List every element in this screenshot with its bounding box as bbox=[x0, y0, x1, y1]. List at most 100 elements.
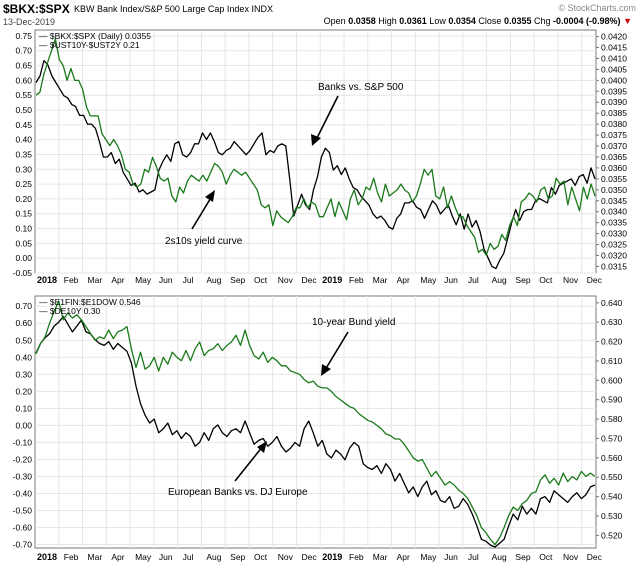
y-right-tick-label: 0.0340 bbox=[601, 207, 627, 217]
x-month-label: Aug bbox=[492, 552, 507, 562]
y-left-tick-label: -0.20 bbox=[13, 454, 33, 464]
legend-entry: — $BKX:$SPX (Daily) 0.0355 bbox=[39, 31, 151, 41]
legend-entry: — $UST10Y-$UST2Y 0.21 bbox=[39, 40, 140, 50]
y-right-tick-label: 0.550 bbox=[601, 472, 623, 482]
y-right-tick-label: 0.620 bbox=[601, 337, 623, 347]
y-right-tick-label: 0.640 bbox=[601, 298, 623, 308]
x-month-label: Nov bbox=[278, 552, 294, 562]
y-right-tick-label: 0.0355 bbox=[601, 174, 627, 184]
x-month-label: Sep bbox=[230, 552, 245, 562]
x-month-label: Apr bbox=[111, 275, 124, 285]
y-right-tick-label: 0.0375 bbox=[601, 130, 627, 140]
chart-header: $BKX:$SPX KBW Bank Index/S&P 500 Large C… bbox=[0, 0, 640, 30]
y-left-tick-label: 0.00 bbox=[15, 420, 32, 430]
y-left-tick-label: 0.20 bbox=[15, 386, 32, 396]
annotation-arrow bbox=[191, 195, 213, 230]
legend-entry: — $DE10Y 0.30 bbox=[39, 306, 101, 316]
y-right-tick-label: 0.610 bbox=[601, 356, 623, 366]
y-right-tick-label: 0.0325 bbox=[601, 240, 627, 250]
y-right-tick-label: 0.0390 bbox=[601, 97, 627, 107]
y-left-tick-label: 0.30 bbox=[15, 164, 32, 174]
annotation-label: European Banks vs. DJ Europe bbox=[168, 487, 308, 498]
x-month-label: Mar bbox=[88, 552, 103, 562]
x-month-label: Apr bbox=[397, 275, 410, 285]
x-month-label: 2018 bbox=[37, 275, 57, 285]
annotation-label: 10-year Bund yield bbox=[312, 317, 395, 328]
low-value: 0.0354 bbox=[448, 16, 476, 26]
x-month-label: Jun bbox=[159, 275, 173, 285]
x-month-label: Nov bbox=[563, 552, 579, 562]
down-arrow-icon: ▼ bbox=[623, 16, 632, 26]
y-right-tick-label: 0.0420 bbox=[601, 32, 627, 42]
x-month-label: Jul bbox=[183, 552, 194, 562]
y-right-tick-label: 0.0400 bbox=[601, 75, 627, 85]
open-value: 0.0358 bbox=[348, 16, 376, 26]
x-month-label: Sep bbox=[515, 552, 530, 562]
close-label: Close bbox=[478, 16, 502, 26]
y-left-tick-label: -0.70 bbox=[13, 540, 33, 550]
y-left-tick-label: 0.40 bbox=[15, 135, 32, 145]
x-month-label: Aug bbox=[206, 275, 221, 285]
y-left-tick-label: 0.70 bbox=[15, 46, 32, 56]
x-month-label: May bbox=[420, 552, 437, 562]
y-left-tick-label: 0.10 bbox=[15, 224, 32, 234]
y-right-tick-label: 0.0330 bbox=[601, 229, 627, 239]
y-right-tick-label: 0.600 bbox=[601, 375, 623, 385]
x-month-label: Oct bbox=[254, 275, 268, 285]
chg-value: -0.0004 (-0.98%) bbox=[553, 16, 621, 26]
x-month-label: 2018 bbox=[37, 552, 57, 562]
x-month-label: Dec bbox=[587, 275, 603, 285]
y-left-tick-label: 0.40 bbox=[15, 352, 32, 362]
x-month-label: Dec bbox=[301, 275, 317, 285]
plot-frame bbox=[34, 295, 597, 549]
y-left-tick-label: -0.05 bbox=[13, 268, 33, 278]
y-right-tick-label: 0.0415 bbox=[601, 43, 627, 53]
arrowhead-icon bbox=[205, 190, 215, 202]
open-label: Open bbox=[323, 16, 346, 26]
y-left-tick-label: -0.40 bbox=[13, 489, 33, 499]
y-left-tick-label: 0.00 bbox=[15, 253, 32, 263]
y-right-tick-label: 0.570 bbox=[601, 433, 623, 443]
x-month-label: Nov bbox=[563, 275, 579, 285]
x-month-label: Jul bbox=[468, 552, 479, 562]
y-left-tick-label: 0.10 bbox=[15, 403, 32, 413]
x-month-label: Feb bbox=[349, 275, 364, 285]
ohlc-readout: Open 0.0358 High 0.0361 Low 0.0354 Close… bbox=[324, 16, 632, 26]
chart-date: 13-Dec-2019 bbox=[3, 17, 56, 27]
y-right-tick-label: 0.0380 bbox=[601, 119, 627, 129]
y-right-tick-label: 0.580 bbox=[601, 414, 623, 424]
y-left-tick-label: 0.35 bbox=[15, 149, 32, 159]
x-month-label: Mar bbox=[88, 275, 103, 285]
arrowhead-icon bbox=[311, 134, 321, 146]
x-month-label: May bbox=[135, 275, 152, 285]
y-right-tick-label: 0.0345 bbox=[601, 196, 627, 206]
x-month-label: Nov bbox=[278, 275, 294, 285]
series-line--bkx-spx bbox=[35, 59, 596, 270]
y-left-tick-label: 0.75 bbox=[15, 31, 32, 41]
y-right-tick-label: 0.0350 bbox=[601, 185, 627, 195]
x-month-label: Oct bbox=[539, 275, 553, 285]
annotation-label: 2s10s yield curve bbox=[165, 236, 243, 247]
annotation-arrow bbox=[234, 445, 264, 482]
x-month-label: Mar bbox=[373, 275, 388, 285]
y-right-tick-label: 0.0405 bbox=[601, 64, 627, 74]
y-right-tick-label: 0.630 bbox=[601, 317, 623, 327]
y-right-tick-label: 0.0365 bbox=[601, 152, 627, 162]
y-right-tick-label: 0.590 bbox=[601, 395, 623, 405]
x-month-label: Aug bbox=[206, 552, 221, 562]
series-line--e1fin-e1dow bbox=[35, 315, 596, 548]
y-left-tick-label: 0.05 bbox=[15, 238, 32, 248]
legend-entry: — $E1FIN:$E1DOW 0.546 bbox=[39, 297, 141, 307]
y-right-tick-label: 0.0320 bbox=[601, 250, 627, 260]
high-label: High bbox=[378, 16, 397, 26]
x-month-label: May bbox=[135, 552, 152, 562]
x-month-label: Sep bbox=[515, 275, 530, 285]
x-month-label: Jun bbox=[159, 552, 173, 562]
y-left-tick-label: 0.30 bbox=[15, 369, 32, 379]
y-right-tick-label: 0.560 bbox=[601, 453, 623, 463]
x-month-label: Dec bbox=[587, 552, 603, 562]
x-month-label: Jun bbox=[444, 275, 458, 285]
y-left-tick-label: 0.55 bbox=[15, 90, 32, 100]
low-label: Low bbox=[429, 16, 446, 26]
